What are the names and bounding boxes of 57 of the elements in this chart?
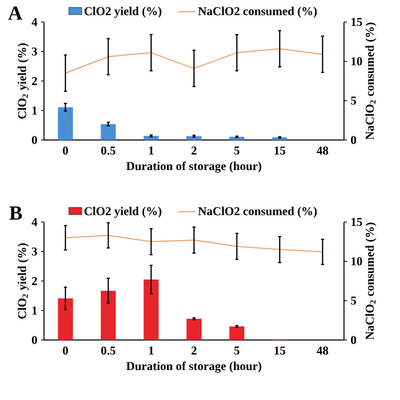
y2-tick-label: 0 <box>350 136 356 144</box>
bar <box>186 136 202 140</box>
y2-tick-label: 15 <box>351 18 362 26</box>
y-tick-label: 1 <box>32 106 37 114</box>
bar <box>58 107 73 140</box>
x-tick-label: 48 <box>316 346 328 355</box>
legend-label: NaClO2 consumed (%) <box>198 206 317 218</box>
line-series <box>64 48 324 74</box>
bar <box>100 124 116 140</box>
x-tick-label: 48 <box>316 146 328 155</box>
y2-axis-title: NaClO$_{2}$ consumed (%) <box>365 22 376 140</box>
y2-tick-label: 10 <box>351 257 362 266</box>
x-tick-label: 0 <box>62 146 68 155</box>
x-tick-label: 5 <box>234 346 240 355</box>
text: B <box>9 206 22 220</box>
legend-label: NaClO2 consumed (%) <box>198 6 317 18</box>
x-tick-label: 0.5 <box>101 146 116 155</box>
bar <box>144 280 159 340</box>
text: A <box>8 6 22 20</box>
legend-label: ClO2 yield (%) <box>84 6 162 18</box>
y-tick-label: 4 <box>32 218 38 226</box>
x-tick-label: 2 <box>191 346 196 354</box>
y2-tick-label: 0 <box>350 336 356 344</box>
y2-axis-title: NaClO$_{2}$ consumed (%) <box>365 222 376 340</box>
x-tick-label: 0.5 <box>101 346 116 355</box>
x-tick-label: 2 <box>191 146 196 154</box>
x-tick-label: 15 <box>274 346 286 355</box>
bar <box>100 290 116 340</box>
bar <box>272 137 288 140</box>
y2-tick-label: 15 <box>351 218 362 226</box>
bar <box>186 318 202 340</box>
x-axis-title: Duration of storage (hour) <box>126 162 262 173</box>
x-tick-label: 15 <box>274 146 286 155</box>
y-axis-title: ClO$_{2}$ yield (%) <box>18 243 29 319</box>
y2-tick-label: 5 <box>351 296 356 305</box>
y-tick-label: 4 <box>32 18 38 26</box>
y-tick-label: 2 <box>32 277 37 285</box>
y-tick-label: 2 <box>32 77 37 85</box>
bar <box>229 136 244 140</box>
y-axis-title: ClO$_{2}$ yield (%) <box>18 43 29 119</box>
x-tick-label: 5 <box>234 146 240 155</box>
line-series <box>64 234 324 252</box>
x-tick-label: 1 <box>149 346 154 354</box>
bar <box>58 298 73 340</box>
y-tick-label: 1 <box>32 306 37 314</box>
legend-label: ClO2 yield (%) <box>84 206 162 218</box>
bar <box>144 136 159 140</box>
bar <box>229 326 244 340</box>
y2-tick-label: 10 <box>351 57 362 66</box>
y2-tick-label: 5 <box>351 96 356 105</box>
y-tick-label: 3 <box>32 247 38 256</box>
x-axis-title: Duration of storage (hour) <box>126 362 262 373</box>
y-tick-label: 0 <box>32 136 38 144</box>
y-tick-label: 3 <box>32 47 38 56</box>
x-tick-label: 0 <box>62 346 68 355</box>
x-tick-label: 1 <box>149 146 154 154</box>
y-tick-label: 0 <box>32 336 38 344</box>
